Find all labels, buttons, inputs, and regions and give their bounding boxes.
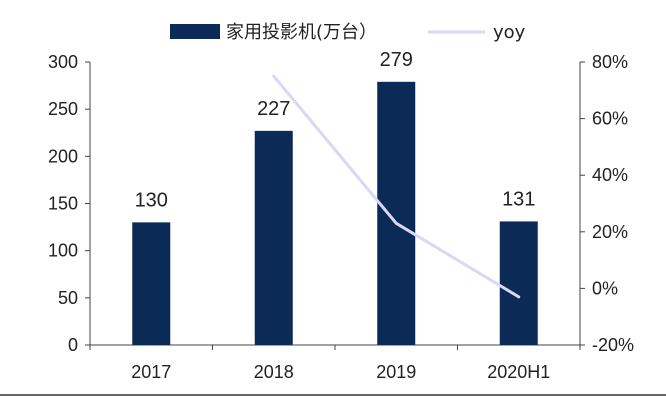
legend-swatch-bar (170, 24, 220, 39)
y-tick-label-left: 0 (68, 335, 78, 355)
y-tick-label-right: 40% (592, 165, 628, 185)
y-tick-label-right: 80% (592, 52, 628, 72)
x-tick-label: 2019 (376, 362, 416, 382)
y-tick-label-right: 20% (592, 222, 628, 242)
data-label: 279 (380, 49, 413, 71)
y-tick-label-left: 200 (48, 146, 78, 166)
y-tick-label-right: -20% (592, 335, 634, 355)
legend: 家用投影机(万台） yoy (170, 22, 526, 43)
y-tick-label-right: 60% (592, 109, 628, 129)
yoy-line (272, 74, 521, 299)
data-label: 131 (502, 188, 535, 210)
legend-label-line: yoy (493, 22, 526, 43)
x-tick-label: 2020H1 (487, 362, 550, 382)
x-tick-label: 2018 (254, 362, 294, 382)
data-label: 227 (257, 98, 290, 120)
y-tick-label-left: 100 (48, 241, 78, 261)
legend-label-bar: 家用投影机(万台） (226, 22, 377, 43)
bar (377, 81, 416, 345)
plot-area: 0 50 100 150 200 250 300 -20% 0% 20% 40% 60% 80% 2017… (48, 49, 634, 382)
y-tick-label-left: 300 (48, 52, 78, 72)
bar (254, 130, 293, 345)
y-tick-label-left: 250 (48, 99, 78, 119)
data-label: 130 (135, 189, 168, 211)
bar (499, 221, 538, 345)
y-tick-label-right: 0% (592, 278, 618, 298)
bar (132, 222, 171, 345)
x-tick-label: 2017 (131, 362, 171, 382)
y-tick-label-left: 150 (48, 194, 78, 214)
y-tick-label-left: 50 (58, 288, 78, 308)
